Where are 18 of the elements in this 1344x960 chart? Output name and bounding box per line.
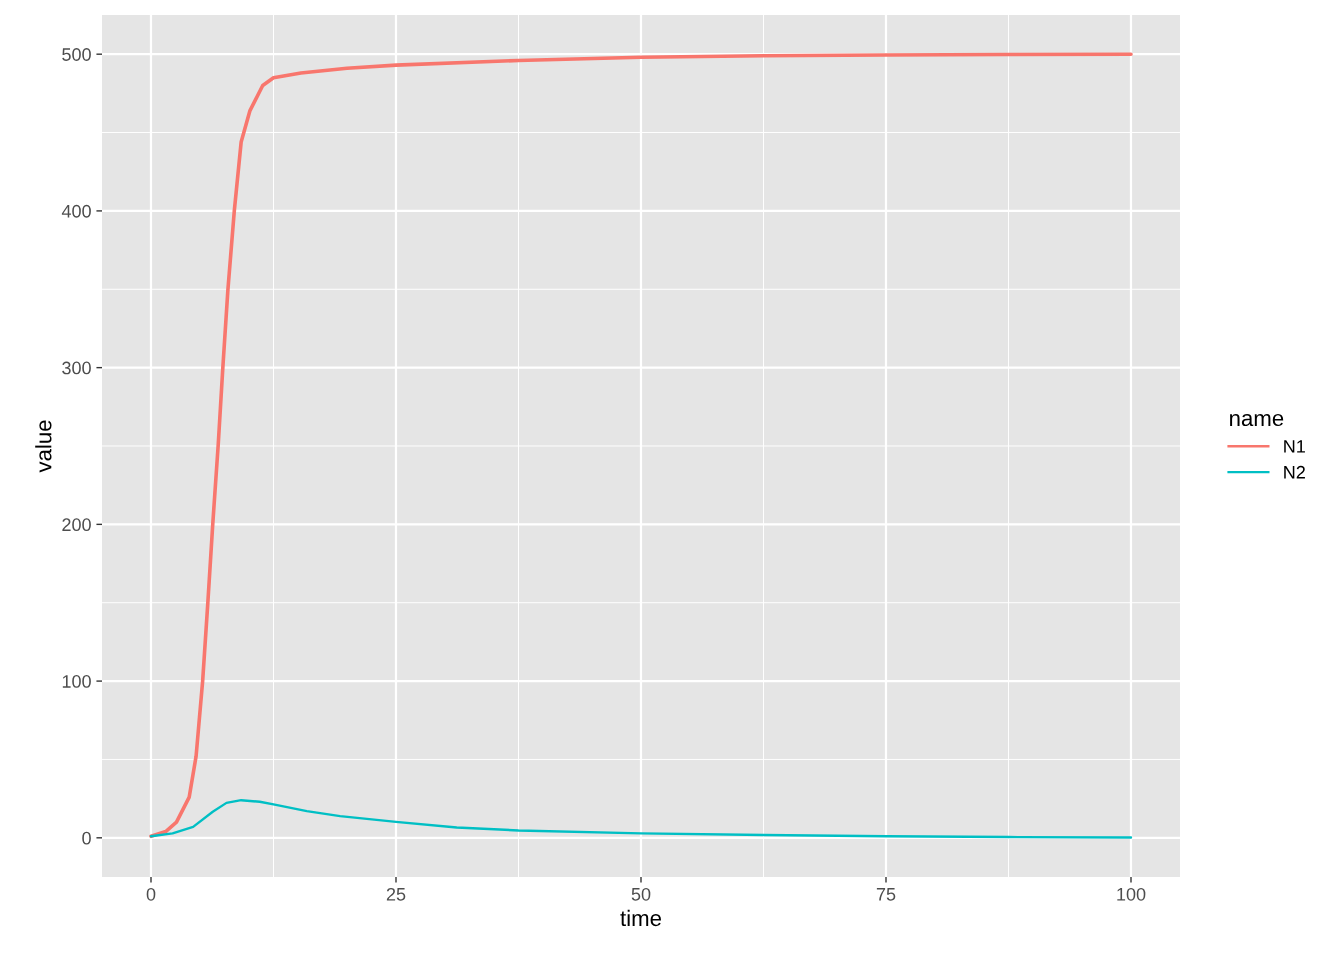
y-tick-label: 400	[61, 204, 91, 218]
y-tick-label: 300	[62, 361, 91, 375]
y-tick-label: 0	[82, 831, 91, 845]
x-tick-label: 25	[386, 887, 406, 901]
line-series	[149, 799, 1133, 839]
legend-label: N2	[1284, 465, 1305, 479]
y-tick-label: 500	[62, 48, 91, 61]
legend-title: name	[1230, 413, 1284, 427]
x-tick-label: 75	[876, 888, 896, 901]
x-tick-label: 0	[146, 887, 156, 901]
y-tick-label: 200	[62, 518, 91, 532]
y-axis-title: value	[35, 420, 52, 473]
legend-label: N1	[1284, 440, 1305, 453]
line-series	[149, 52, 1133, 839]
x-tick-label: 100	[1117, 887, 1146, 901]
x-axis-title: time	[620, 909, 661, 927]
x-tick-label: 50	[631, 887, 651, 901]
y-tick-label: 100	[62, 675, 91, 688]
